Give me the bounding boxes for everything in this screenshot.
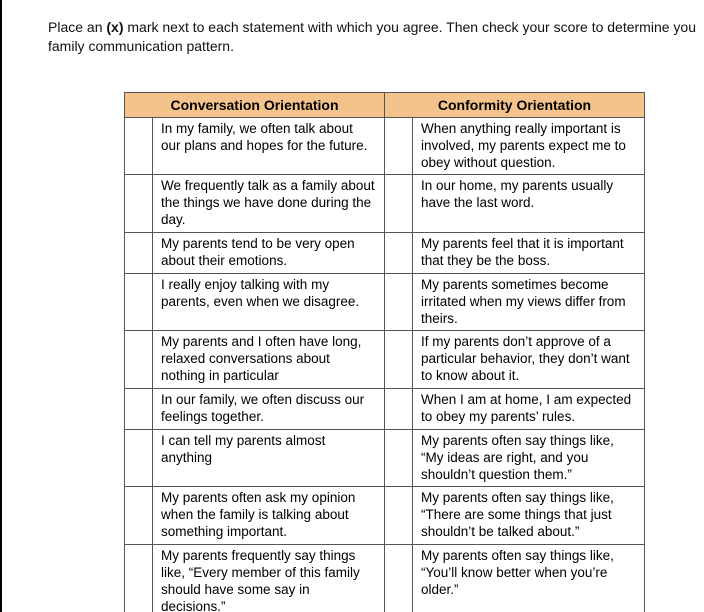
header-conformity: Conformity Orientation xyxy=(385,92,645,117)
mark-cell-left[interactable] xyxy=(125,233,153,274)
mark-cell-left[interactable] xyxy=(125,331,153,389)
instructions-post: mark next to each statement with which y… xyxy=(124,19,696,35)
stmt-right: When anything really important is involv… xyxy=(413,117,645,175)
table-row: My parents often ask my opinion when the… xyxy=(125,487,645,545)
mark-cell-left[interactable] xyxy=(125,175,153,233)
page-root: Place an (x) mark next to each statement… xyxy=(0,0,704,612)
mark-cell-right[interactable] xyxy=(385,273,413,331)
stmt-right: My parents often say things like, “There… xyxy=(413,487,645,545)
mark-cell-right[interactable] xyxy=(385,545,413,612)
table-row: In our family, we often discuss our feel… xyxy=(125,389,645,430)
table-row: We frequently talk as a family about the… xyxy=(125,175,645,233)
mark-cell-left[interactable] xyxy=(125,545,153,612)
mark-cell-right[interactable] xyxy=(385,233,413,274)
orientation-table-wrap: Conversation Orientation Conformity Orie… xyxy=(124,92,644,612)
stmt-left: We frequently talk as a family about the… xyxy=(153,175,385,233)
stmt-left: In our family, we often discuss our feel… xyxy=(153,389,385,430)
stmt-right: My parents often say things like, “My id… xyxy=(413,429,645,487)
stmt-left: My parents tend to be very open about th… xyxy=(153,233,385,274)
table-row: In my family, we often talk about our pl… xyxy=(125,117,645,175)
mark-cell-right[interactable] xyxy=(385,389,413,430)
table-header-row: Conversation Orientation Conformity Orie… xyxy=(125,92,645,117)
stmt-left: I can tell my parents almost anything xyxy=(153,429,385,487)
mark-cell-right[interactable] xyxy=(385,331,413,389)
mark-cell-right[interactable] xyxy=(385,117,413,175)
stmt-right: If my parents don’t approve of a particu… xyxy=(413,331,645,389)
stmt-right: My parents feel that it is important tha… xyxy=(413,233,645,274)
mark-cell-left[interactable] xyxy=(125,389,153,430)
stmt-left: I really enjoy talking with my parents, … xyxy=(153,273,385,331)
table-row: My parents tend to be very open about th… xyxy=(125,233,645,274)
mark-cell-left[interactable] xyxy=(125,429,153,487)
stmt-left: My parents often ask my opinion when the… xyxy=(153,487,385,545)
stmt-left: In my family, we often talk about our pl… xyxy=(153,117,385,175)
orientation-table: Conversation Orientation Conformity Orie… xyxy=(124,92,645,612)
table-row: I can tell my parents almost anything My… xyxy=(125,429,645,487)
mark-cell-right[interactable] xyxy=(385,487,413,545)
mark-cell-left[interactable] xyxy=(125,117,153,175)
stmt-right: When I am at home, I am expected to obey… xyxy=(413,389,645,430)
mark-cell-left[interactable] xyxy=(125,273,153,331)
mark-cell-right[interactable] xyxy=(385,429,413,487)
table-row: My parents and I often have long, relaxe… xyxy=(125,331,645,389)
stmt-right: My parents often say things like, “You’l… xyxy=(413,545,645,612)
instructions-pre: Place an xyxy=(48,19,106,35)
mark-cell-left[interactable] xyxy=(125,487,153,545)
instructions-text: Place an (x) mark next to each statement… xyxy=(2,18,704,56)
table-row: My parents frequently say things like, “… xyxy=(125,545,645,612)
header-conversation: Conversation Orientation xyxy=(125,92,385,117)
mark-cell-right[interactable] xyxy=(385,175,413,233)
stmt-left: My parents and I often have long, relaxe… xyxy=(153,331,385,389)
stmt-left: My parents frequently say things like, “… xyxy=(153,545,385,612)
stmt-right: My parents sometimes become irritated wh… xyxy=(413,273,645,331)
table-row: I really enjoy talking with my parents, … xyxy=(125,273,645,331)
instructions-line2: family communication pattern. xyxy=(48,38,234,54)
stmt-right: In our home, my parents usually have the… xyxy=(413,175,645,233)
instructions-bold: (x) xyxy=(106,19,123,35)
